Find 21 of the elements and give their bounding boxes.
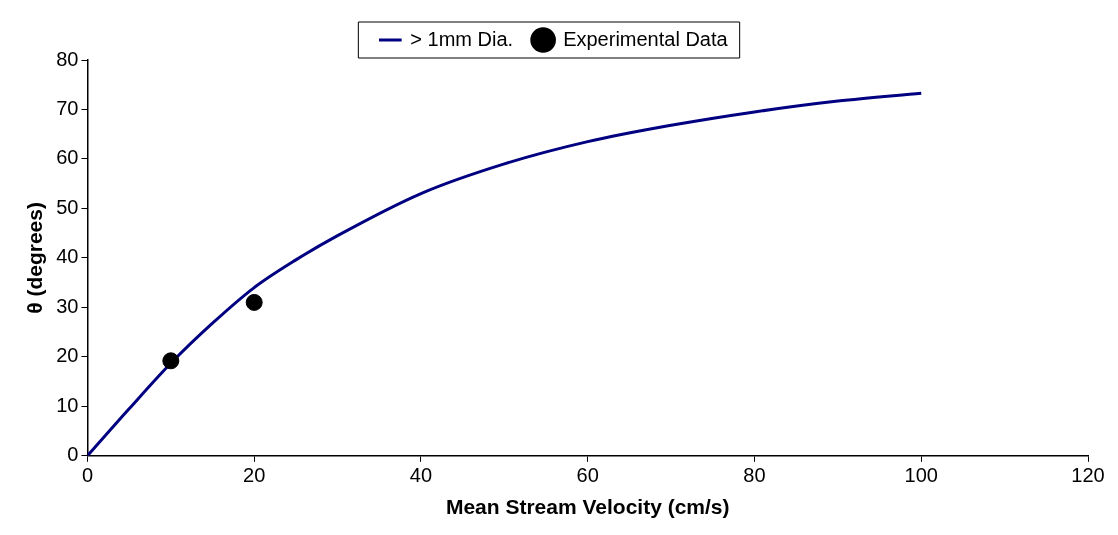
- y-tick-label: 10: [56, 393, 79, 416]
- legend-label: Experimental Data: [563, 27, 729, 50]
- x-tick-label: 0: [81, 464, 94, 487]
- y-tick-label: 60: [56, 146, 79, 169]
- x-tick-label: 80: [743, 464, 766, 487]
- y-tick-label: 0: [67, 443, 79, 466]
- y-tick-label: 50: [56, 195, 79, 218]
- y-tick-label: 40: [56, 245, 79, 268]
- x-tick-label: 120: [1071, 464, 1105, 487]
- line-series: [87, 91, 923, 456]
- x-axis-title: Mean Stream Velocity (cm/s): [445, 495, 730, 519]
- x-tick-label: 40: [409, 464, 433, 487]
- y-tick-label: 30: [56, 294, 79, 317]
- y-tick-label: 20: [56, 344, 79, 367]
- x-tick-label: 100: [904, 464, 938, 487]
- legend-label: > 1mm Dia.: [410, 27, 514, 50]
- x-tick-label: 20: [243, 464, 266, 487]
- y-tick-label: 80: [56, 47, 79, 70]
- y-axis-title: θ (degrees): [23, 202, 47, 314]
- x-tick-label: 60: [576, 464, 599, 487]
- y-tick-label: 70: [56, 96, 79, 119]
